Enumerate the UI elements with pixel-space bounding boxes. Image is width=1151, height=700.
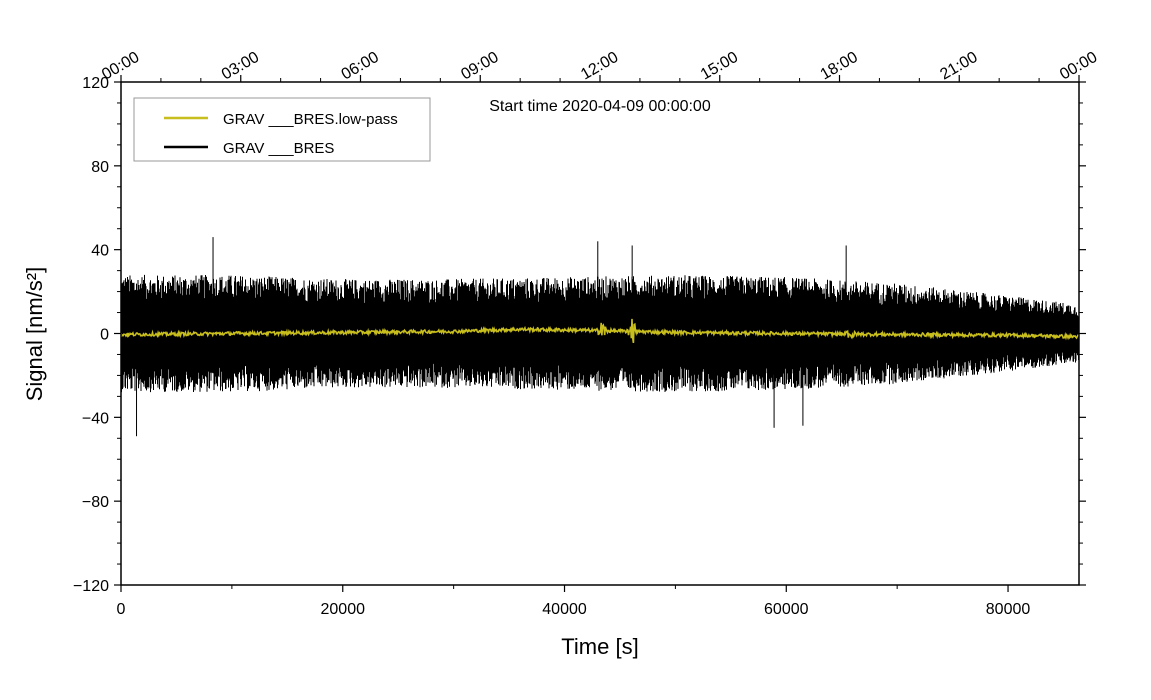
raw-spikes [136, 237, 847, 437]
x-tick-label: 40000 [542, 601, 587, 618]
legend-label-raw: GRAV ___BRES [223, 140, 334, 157]
y-tick-label: 40 [91, 243, 109, 260]
y-tick-label: −120 [73, 578, 109, 595]
y-tick-label: 120 [82, 75, 109, 92]
x-tick-label: 60000 [764, 601, 809, 618]
series-low-pass [121, 318, 1079, 344]
x-tick-label: 0 [117, 601, 126, 618]
x-axis: 0 20000 40000 60000 80000 [117, 585, 1031, 618]
x-tick-label: 80000 [986, 601, 1031, 618]
data-layer [121, 237, 1079, 437]
y-axis-label: Signal [nm/s²] [22, 267, 47, 402]
y-tick-label: 0 [100, 327, 109, 344]
y-tick-label: −40 [82, 410, 109, 427]
top-time-axis: 00:00 03:00 06:00 09:00 12:00 15:00 18:00 21:00… [99, 49, 1100, 84]
y-axis: −120 −80 −40 0 40 80 120 [73, 75, 1086, 595]
x-axis-label: Time [s] [561, 634, 638, 659]
legend: GRAV ___BRES.low-pass GRAV ___BRES [133, 97, 431, 162]
y-tick-label: 80 [91, 159, 109, 176]
x-tick-label: 20000 [321, 601, 366, 618]
legend-box [133, 97, 431, 162]
start-time-annotation: Start time 2020-04-09 00:00:00 [489, 98, 711, 115]
y-tick-label: −80 [82, 494, 109, 511]
legend-label-low-pass: GRAV ___BRES.low-pass [223, 111, 398, 128]
